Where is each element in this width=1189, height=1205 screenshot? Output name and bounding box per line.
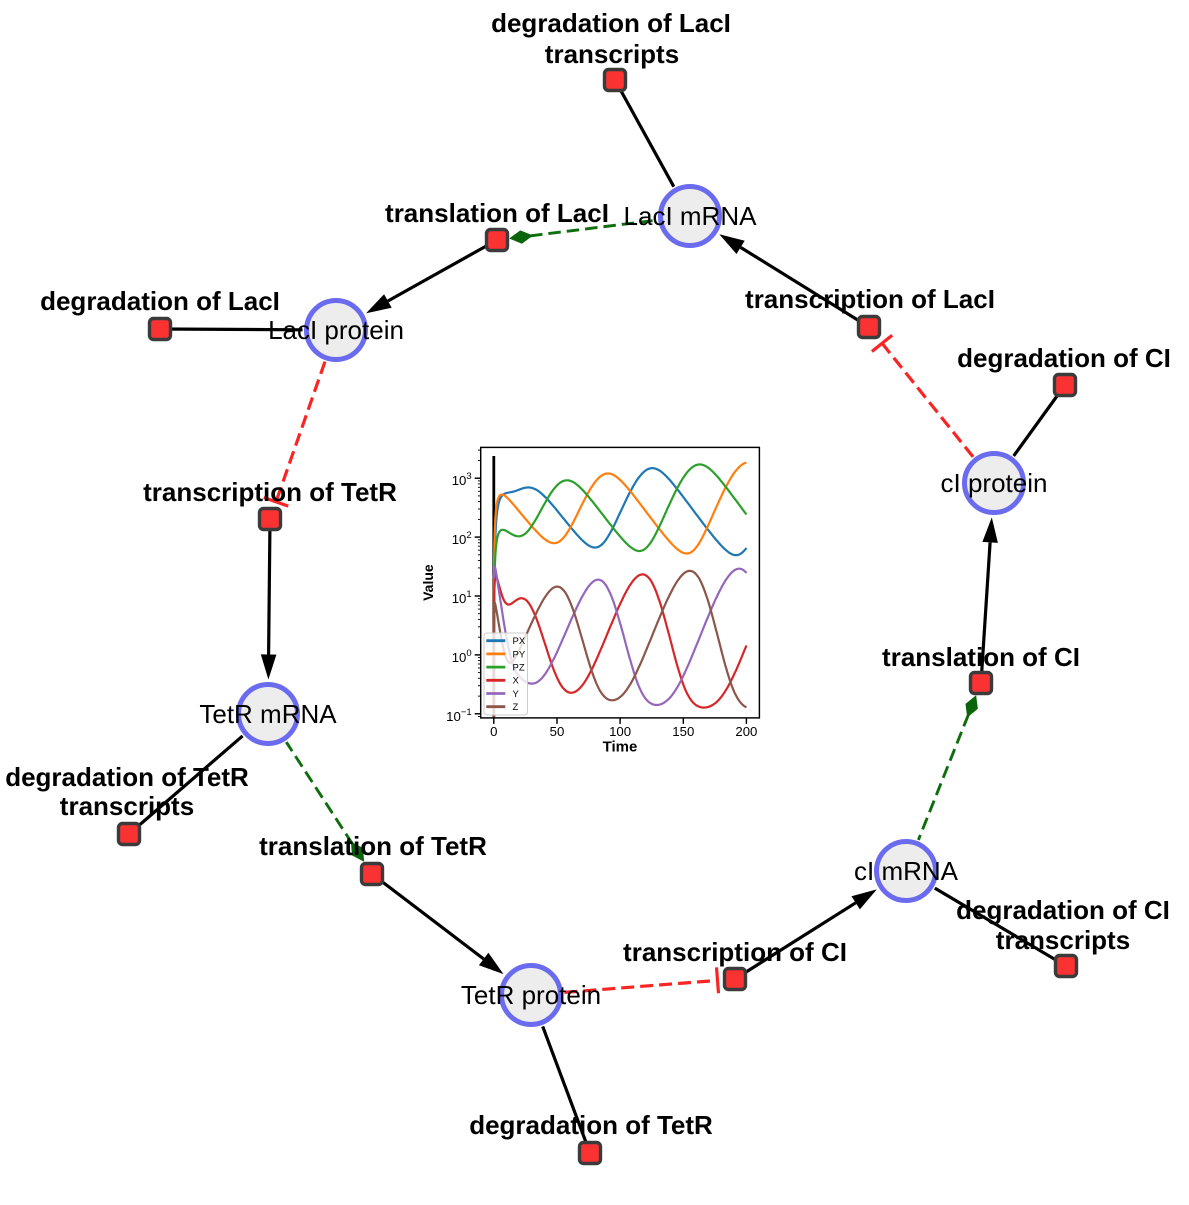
svg-text:degradation of CI: degradation of CI [956, 895, 1170, 925]
svg-text:transcripts: transcripts [545, 39, 679, 69]
svg-text:X: X [513, 676, 520, 687]
svg-text:cI mRNA: cI mRNA [854, 856, 959, 886]
svg-text:Y: Y [513, 689, 520, 700]
svg-text:transcription of CI: transcription of CI [623, 937, 847, 967]
svg-text:Z: Z [513, 702, 519, 713]
svg-text:degradation of LacI: degradation of LacI [491, 8, 731, 38]
svg-text:TetR protein: TetR protein [461, 980, 601, 1010]
svg-text:Time: Time [603, 739, 638, 756]
svg-text:transcription of TetR: transcription of TetR [143, 477, 397, 507]
svg-text:transcription of LacI: transcription of LacI [745, 284, 995, 314]
svg-text:PY: PY [513, 649, 526, 660]
svg-text:PX: PX [513, 636, 526, 647]
svg-text:translation of CI: translation of CI [882, 642, 1080, 672]
svg-text:transcripts: transcripts [60, 791, 194, 821]
svg-text:50: 50 [550, 724, 565, 739]
svg-text:LacI mRNA: LacI mRNA [624, 201, 758, 231]
svg-text:degradation of TetR: degradation of TetR [5, 762, 249, 792]
svg-text:translation of LacI: translation of LacI [385, 198, 609, 228]
svg-text:200: 200 [735, 724, 757, 739]
svg-text:transcripts: transcripts [996, 925, 1130, 955]
svg-text:Value: Value [420, 564, 436, 601]
svg-text:PZ: PZ [513, 663, 525, 674]
svg-text:translation of TetR: translation of TetR [259, 831, 487, 861]
svg-text:degradation of CI: degradation of CI [957, 343, 1171, 373]
svg-text:100: 100 [609, 724, 631, 739]
svg-text:150: 150 [672, 724, 694, 739]
svg-text:degradation of TetR: degradation of TetR [469, 1110, 713, 1140]
svg-text:cI protein: cI protein [941, 468, 1048, 498]
svg-text:LacI protein: LacI protein [268, 315, 404, 345]
svg-text:TetR mRNA: TetR mRNA [199, 699, 337, 729]
svg-text:degradation of LacI: degradation of LacI [40, 286, 280, 316]
svg-text:0: 0 [490, 724, 497, 739]
